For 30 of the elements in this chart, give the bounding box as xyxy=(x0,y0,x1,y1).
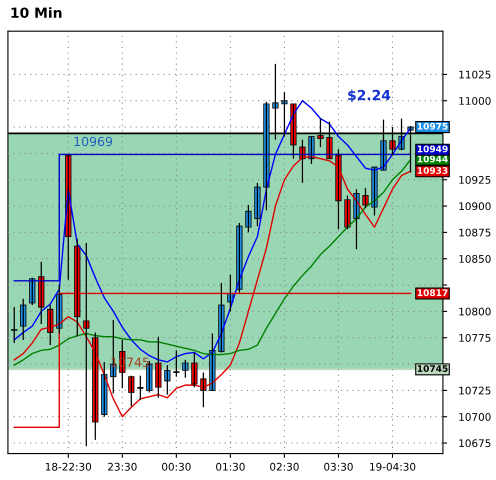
x-tick-label: 03:30 xyxy=(324,462,353,471)
data-label: 10933 xyxy=(418,167,448,174)
text: 10975 xyxy=(418,122,448,130)
y-tick-label: 11025 xyxy=(459,70,490,78)
annotation: $2.24 xyxy=(348,90,390,102)
x-tick-label: 01:30 xyxy=(216,462,245,471)
y-tick-label: 10800 xyxy=(459,308,491,316)
y-tick-label: 10850 xyxy=(459,254,491,263)
x-tick-label: 02:30 xyxy=(270,462,299,471)
band-label: 10969 xyxy=(74,136,112,146)
candlestick xyxy=(173,350,180,378)
x-tick-label: 18-22:30 xyxy=(46,462,92,471)
y-tick-label: 10900 xyxy=(459,202,491,210)
y-tick-label: 10775 xyxy=(459,334,490,342)
data-label: 10949 xyxy=(418,146,448,152)
ref-line-label: 10745 xyxy=(418,365,448,372)
y-tick-label: 10700 xyxy=(459,412,491,421)
chart-title: 10 Min xyxy=(11,7,62,18)
y-tick-label: 10725 xyxy=(459,386,490,395)
y-tick-label: 11000 xyxy=(459,96,491,105)
data-label: 10944 xyxy=(418,156,448,162)
y-tick-label: 10925 xyxy=(459,176,490,184)
data-label: 10817 xyxy=(418,289,448,296)
line-series xyxy=(14,159,412,366)
y-tick-label: 10875 xyxy=(459,228,490,236)
candlestick xyxy=(11,306,18,344)
x-tick-label: 23:30 xyxy=(108,462,137,471)
y-tick-label: 10675 xyxy=(459,439,490,448)
x-tick-label: 00:30 xyxy=(162,462,191,471)
x-tick-label: 19-04:30 xyxy=(370,462,416,471)
